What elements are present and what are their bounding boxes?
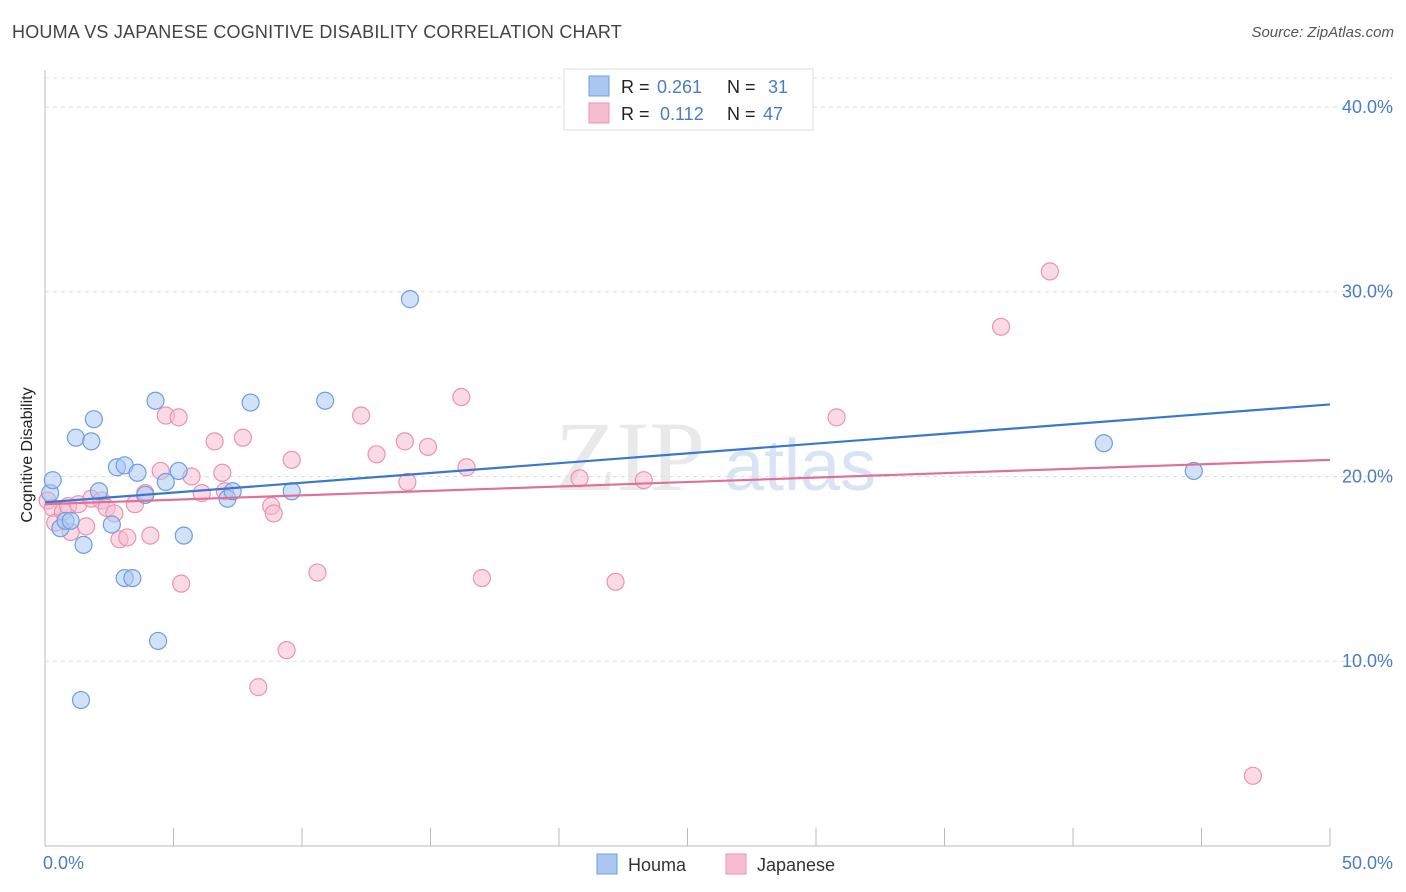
legend-n-value-japanese: 47 [763,104,783,124]
houma-point-29 [1094,434,1113,453]
japanese-point-47 [1243,766,1263,785]
legend-n-label-japanese: N = [727,104,756,124]
source-label: Source: ZipAtlas.com [1251,24,1394,41]
houma-point-6 [71,690,91,710]
japanese-point-38 [452,387,471,407]
japanese-point-24 [213,463,232,482]
watermark-atlas: atlas [724,426,876,506]
gridlines [45,77,1392,662]
houma-point-11 [102,515,121,534]
legend-swatch-houma [588,75,610,97]
japanese-point-45 [991,317,1011,336]
houma-point-7 [74,535,93,554]
japanese-point-19 [169,408,188,427]
japanese-point-39 [457,458,476,477]
bottom-legend-swatch-houma [596,853,618,875]
japanese-point-30 [277,641,296,660]
houma-point-28 [400,290,420,309]
chart-title: HOUMA VS JAPANESE COGNITIVE DISABILITY C… [12,22,622,42]
y-tick-label-3: 40.0% [1342,97,1393,117]
japanese-point-36 [398,472,417,492]
y-tick-label-1: 20.0% [1342,466,1393,486]
japanese-point-20 [172,574,191,593]
legend-r-label-houma: R = [621,77,650,97]
houma-point-27 [316,391,335,410]
legend-r-value-japanese: 0.112 [660,104,704,124]
houma-point-18 [146,391,165,410]
legend-r-label-japanese: R = [621,104,650,124]
japanese-point-42 [606,572,625,591]
legend-swatch-japanese [588,102,610,124]
y-tick-label-0: 10.0% [1342,651,1393,671]
houma-point-15 [123,568,142,588]
houma-point-25 [241,393,260,412]
japanese-point-22 [192,484,211,503]
tick-labels: 10.0% 20.0% 30.0% 40.0% 0.0% 50.0% [43,97,1393,873]
bottom-legend-label-houma: Houma [628,855,687,875]
top-legend: R = 0.261 N = 31 R = 0.112 N = 47 [563,68,814,131]
houma-point-9 [84,410,103,429]
houma-point-4 [61,511,80,530]
watermark: ZIP atlas [555,401,876,512]
houma-point-1 [43,471,62,490]
houma-point-30 [1184,461,1203,481]
japanese-point-44 [827,408,846,427]
legend-n-value-houma: 31 [768,77,788,97]
japanese-point-7 [77,517,96,536]
japanese-point-32 [308,563,327,582]
houma-point-21 [169,461,188,481]
japanese-point-35 [395,432,414,451]
x-tick-label-1: 50.0% [1342,853,1393,873]
japanese-point-37 [418,437,438,457]
japanese-point-40 [472,568,491,588]
japanese-point-34 [367,445,386,464]
bottom-legend-label-japanese: Japanese [757,855,835,875]
houma-trend-line [44,403,1331,504]
japanese-point-29 [264,504,283,523]
japanese-point-26 [233,428,252,447]
japanese-point-23 [205,432,224,451]
houma-point-8 [82,432,101,451]
japanese-point-33 [352,406,371,425]
japanese-trend-line [44,458,1331,506]
legend-n-label-houma: N = [727,77,756,97]
x-tick-label-0: 0.0% [43,853,84,873]
japanese-point-41 [570,469,589,488]
watermark-zip: ZIP [555,401,705,512]
legend-r-value-houma: 0.261 [657,77,702,97]
bottom-legend-swatch-japanese [725,853,747,875]
bottom-legend: Houma Japanese [596,853,835,875]
japanese-point-16 [141,526,160,545]
y-tick-label-2: 30.0% [1342,282,1393,302]
japanese-point-43 [634,471,653,490]
japanese-point-27 [249,678,268,697]
trend-lines [44,403,1331,506]
japanese-points [38,262,1263,785]
houma-point-19 [148,631,168,651]
houma-point-20 [156,472,175,492]
axes [44,70,1331,847]
houma-point-22 [174,526,193,545]
houma-points [41,290,1203,710]
houma-point-10 [89,482,109,501]
japanese-point-31 [282,450,301,469]
houma-point-16 [128,463,147,482]
japanese-point-13 [118,528,137,547]
houma-point-26 [282,482,301,501]
japanese-point-46 [1040,262,1059,281]
houma-point-5 [66,428,85,447]
